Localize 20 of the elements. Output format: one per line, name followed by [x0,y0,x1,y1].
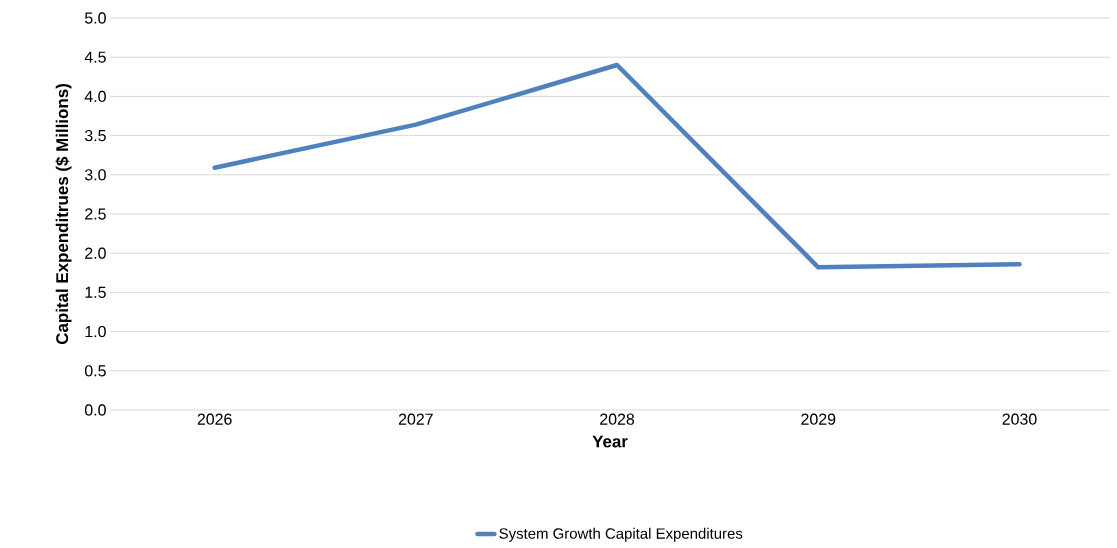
y-tick-label: 3.5 [84,129,106,142]
x-axis-title: Year [592,435,628,448]
x-tick-label: 2027 [398,413,433,425]
y-tick-label: 2.0 [85,247,106,259]
y-tick-label: 4.0 [84,90,106,103]
y-tick-label: 3.0 [84,169,106,181]
x-tick-label: 2029 [801,413,836,425]
y-tick-label: 4.5 [84,51,106,63]
y-tick-label: 0.5 [84,365,106,377]
y-tick-label: 0.0 [84,404,106,416]
y-tick-label: 1.0 [85,325,106,338]
y-tick-label: 1.5 [85,286,106,298]
y-tick-label: 2.5 [85,208,106,220]
x-tick-label: 2028 [600,413,635,425]
legend-label: System Growth Capital Expenditures [499,527,743,542]
y-tick-label: 5.0 [84,12,106,24]
line-series [212,62,1022,270]
x-tick-label: 2026 [197,413,232,425]
x-tick-label: 2030 [1002,413,1037,425]
y-axis-title: Capital Expenditrues ($ Millions) [55,84,72,345]
